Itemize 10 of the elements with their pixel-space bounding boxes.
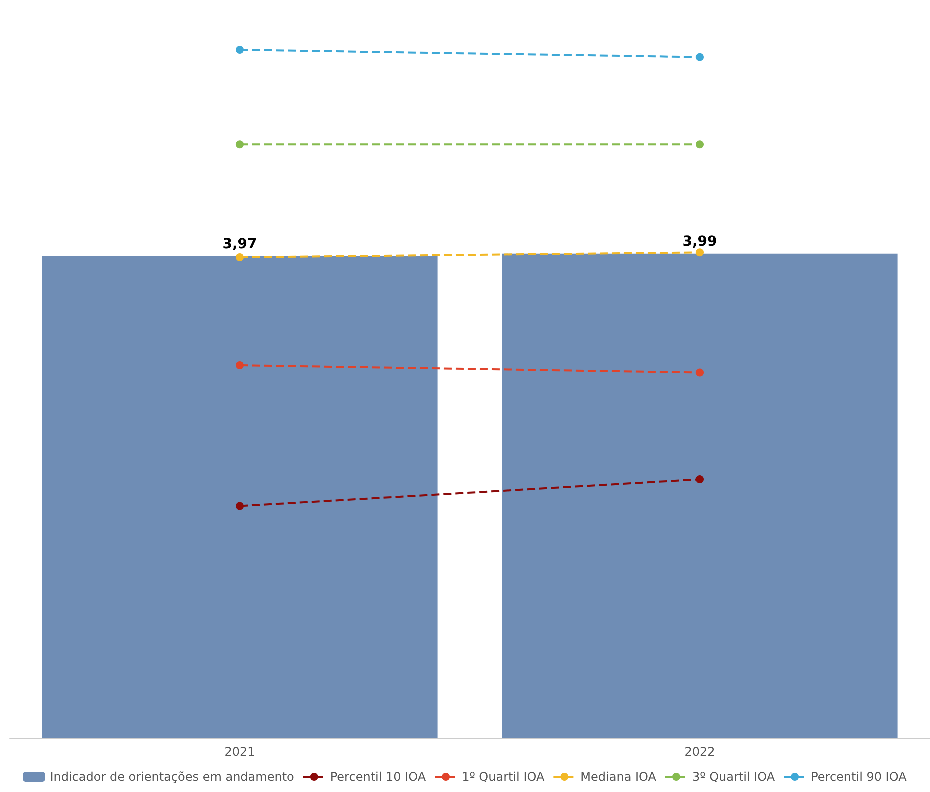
legend-label: Mediana IOA: [580, 770, 658, 784]
legend-label: 3º Quartil IOA: [692, 770, 776, 784]
x-tick-label: 2021: [224, 745, 256, 759]
legend-label: 1º Quartil IOA: [462, 770, 546, 784]
data-label: 3,99: [682, 234, 718, 250]
legend-label: Percentil 10 IOA: [330, 770, 427, 784]
data-label: 3,97: [222, 236, 258, 252]
legend-label: Percentil 90 IOA: [811, 770, 908, 784]
legend-label: Indicador de orientações em andamento: [50, 770, 294, 784]
x-tick-label: 2022: [684, 745, 716, 759]
